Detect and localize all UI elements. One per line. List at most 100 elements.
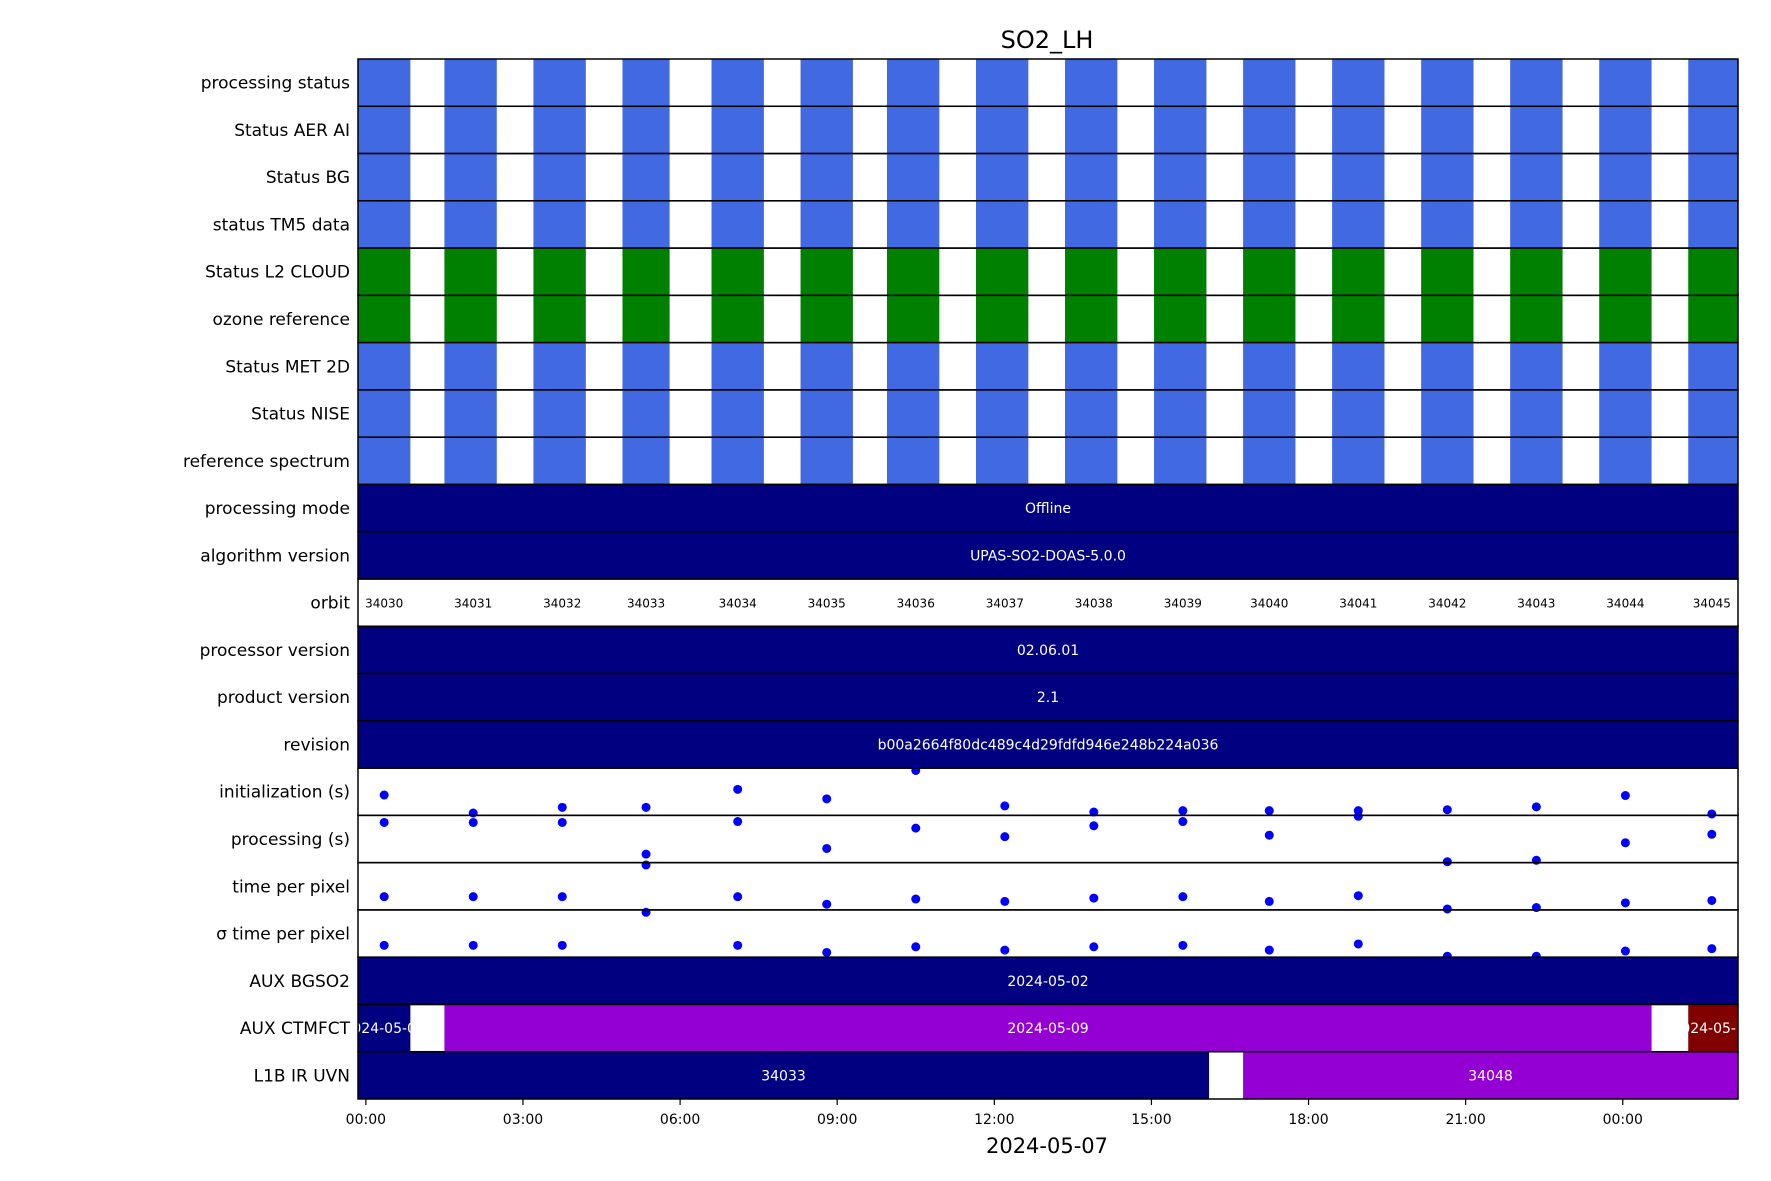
- status-block: [1421, 106, 1474, 154]
- status-block: [886, 342, 940, 390]
- data-point: [733, 817, 743, 827]
- status-block: [800, 248, 853, 296]
- data-point: [1178, 817, 1188, 827]
- status-block: [1510, 200, 1563, 249]
- status-block: [1510, 295, 1563, 343]
- data-point: [557, 892, 567, 902]
- band-segment: [358, 1051, 1210, 1099]
- status-block: [533, 389, 586, 438]
- data-point: [1620, 791, 1630, 801]
- row-content: [358, 153, 1738, 201]
- data-point: [1620, 898, 1630, 908]
- row-processing-s: processing (s): [231, 811, 1739, 870]
- row-time-per-pixel: time per pixel: [232, 861, 1739, 917]
- row-status-nise: Status NISE: [251, 389, 1739, 438]
- band-label: 2.1: [1037, 690, 1059, 706]
- orbit-number: 34038: [1075, 597, 1113, 611]
- row-border: [357, 1050, 1739, 1100]
- data-point: [1707, 895, 1717, 905]
- data-point: [1089, 821, 1099, 831]
- row-ozone-reference: ozone reference: [212, 294, 1739, 344]
- data-point: [1178, 806, 1188, 816]
- status-block: [1243, 295, 1296, 343]
- status-block: [1154, 389, 1207, 438]
- status-block: [711, 248, 764, 296]
- status-block: [358, 248, 411, 296]
- status-block: [1688, 342, 1738, 390]
- orbit-number: 34035: [808, 597, 846, 611]
- data-point: [822, 947, 832, 957]
- status-block: [975, 295, 1029, 343]
- status-block: [1332, 153, 1385, 201]
- status-block: [711, 342, 764, 390]
- orbit-number: 34045: [1693, 597, 1731, 611]
- status-block: [1510, 389, 1563, 438]
- status-block: [800, 437, 853, 485]
- row-label: ozone reference: [212, 310, 350, 330]
- data-point: [1531, 903, 1541, 913]
- status-block: [1421, 342, 1474, 390]
- status-block: [1065, 437, 1118, 485]
- status-block: [800, 106, 853, 154]
- row-content: 02.06.01: [358, 626, 1738, 674]
- status-block: [1332, 437, 1385, 485]
- x-tick-label: 03:00: [503, 1112, 543, 1128]
- data-point: [1264, 830, 1274, 840]
- status-block: [1510, 59, 1563, 107]
- data-point: [911, 894, 921, 904]
- x-axis: 00:00 03:00 06:00 09:00 12:00 15:00 18:00 21:00…: [346, 1099, 1643, 1128]
- x-axis-label: 2024-05-07: [986, 1134, 1108, 1158]
- x-tick-label: 06:00: [660, 1112, 700, 1128]
- status-block: [711, 437, 764, 485]
- data-point: [911, 942, 921, 952]
- orbit-number: 34041: [1339, 597, 1377, 611]
- data-point: [1442, 857, 1452, 867]
- status-block: [1599, 59, 1652, 107]
- row-time-per-pixel: σ time per pixel: [216, 909, 1739, 961]
- status-block: [711, 153, 764, 201]
- status-block: [800, 153, 853, 201]
- status-block: [1688, 200, 1738, 249]
- row-label: σ time per pixel: [216, 925, 350, 945]
- row-content: UPAS-SO2-DOAS-5.0.0: [358, 531, 1738, 579]
- data-point: [1000, 801, 1010, 811]
- status-block: [886, 59, 940, 107]
- data-point: [1620, 946, 1630, 956]
- data-point: [1707, 944, 1717, 954]
- status-block: [444, 106, 497, 154]
- status-block: [886, 389, 940, 438]
- row-label: Status BG: [266, 168, 350, 188]
- row-label: Status AER AI: [234, 121, 350, 141]
- orbit-number: 34030: [365, 597, 403, 611]
- status-block: [1421, 389, 1474, 438]
- status-block: [622, 342, 670, 390]
- row-label: reference spectrum: [183, 452, 350, 472]
- band-label: 34033: [761, 1068, 806, 1084]
- band-segment: [358, 626, 1738, 674]
- status-block: [975, 342, 1029, 390]
- band-label: 34048: [1468, 1068, 1513, 1084]
- row-processor-version: 02.06.01 processor version: [200, 625, 1739, 675]
- status-block: [1421, 295, 1474, 343]
- row-status-met-2d: Status MET 2D: [225, 341, 1739, 391]
- data-point: [1531, 802, 1541, 812]
- row-label: AUX CTMFCT: [240, 1019, 351, 1039]
- status-block: [1599, 437, 1652, 485]
- data-point: [379, 817, 389, 827]
- row-label: status TM5 data: [213, 215, 350, 235]
- status-block: [711, 106, 764, 154]
- status-block: [1065, 342, 1118, 390]
- row-label: processing status: [201, 74, 350, 94]
- status-block: [1332, 59, 1385, 107]
- band-label: 2024-05-02: [1007, 974, 1088, 990]
- status-block: [1243, 106, 1296, 154]
- data-point: [822, 899, 832, 909]
- row-label: L1B IR UVN: [254, 1066, 350, 1086]
- status-block: [800, 200, 853, 249]
- status-block: [1243, 389, 1296, 438]
- status-block: [444, 389, 497, 438]
- status-block: [444, 59, 497, 107]
- row-reference-spectrum: reference spectrum: [183, 436, 1739, 486]
- status-block: [444, 437, 497, 485]
